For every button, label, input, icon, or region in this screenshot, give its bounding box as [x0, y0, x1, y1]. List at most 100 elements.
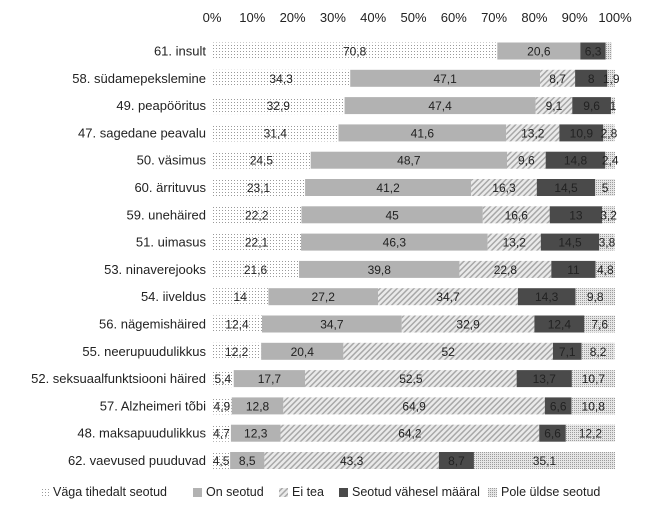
bar-row: 14 27,2 34,7 14,3 9,8: [212, 288, 615, 306]
data-label: 31,4: [264, 126, 288, 140]
bar-segment-pole-uldse-seotud: [571, 370, 615, 388]
data-label: 52,5: [399, 372, 423, 386]
bar-segment-pole-uldse-seotud: [605, 151, 615, 169]
x-axis: 0% 10% 20% 30% 40% 50% 60% 70% 80% 90% 100%: [203, 10, 632, 25]
bar-segment-pole-uldse-seotud: [610, 97, 615, 115]
data-label: 5: [602, 181, 609, 195]
bar-row: 22,2 45 16,6 13 3,2: [212, 206, 617, 224]
data-label: 32,9: [456, 318, 480, 332]
legend: Väga tihedalt seotud On seotud Ei tea Seotu…: [40, 485, 600, 499]
bar-segment-on-seotud: [338, 124, 507, 142]
bar-segment-seotud-vahesel-maaral: [572, 97, 611, 115]
bar-segment-pole-uldse-seotud: [575, 288, 615, 306]
bar-segment-on-seotud: [497, 42, 581, 60]
x-tick-label: 50%: [400, 10, 426, 25]
data-label: 41,6: [411, 126, 435, 140]
bar-segment-seotud-vahesel-maaral: [545, 151, 606, 169]
data-label: 4,8: [597, 263, 614, 277]
data-label: 6,6: [544, 427, 561, 441]
data-label: 9,6: [583, 99, 600, 113]
bar-segment-vaga-tihedalt-seotud: [212, 206, 302, 224]
bar-segment-ei-tea: [487, 233, 541, 251]
data-label: 4,9: [214, 399, 231, 413]
bar-segment-vaga-tihedalt-seotud: [212, 452, 231, 469]
data-label: 9,8: [587, 290, 604, 304]
bar-segment-on-seotud: [261, 315, 402, 333]
data-label: 12,3: [244, 427, 268, 441]
data-label: 14: [234, 290, 248, 304]
data-label: 8,7: [448, 454, 465, 468]
bar-segment-ei-tea: [482, 206, 550, 224]
data-label: 46,3: [383, 236, 407, 250]
bar-segment-on-seotud: [344, 97, 536, 115]
bar-segment-on-seotud: [261, 342, 344, 360]
data-label: 32,9: [267, 99, 291, 113]
bar-segment-on-seotud: [350, 69, 541, 87]
bar-segment-ei-tea: [506, 151, 546, 169]
data-label: 64,9: [402, 399, 426, 413]
bar-segment-on-seotud: [231, 397, 284, 415]
data-label: 47,4: [428, 99, 452, 113]
bar-segment-pole-uldse-seotud: [581, 342, 615, 360]
bar-segment-seotud-vahesel-maaral: [544, 397, 572, 415]
data-label: 12,2: [579, 427, 603, 441]
bar-segment-seotud-vahesel-maaral: [575, 69, 608, 87]
category-label: 53. ninaverejooks: [104, 262, 206, 277]
bar-segment-on-seotud: [305, 179, 472, 196]
legend-label: Ei tea: [292, 485, 324, 499]
data-label: 8,2: [590, 345, 607, 359]
data-label: 14,5: [554, 181, 578, 195]
data-label: 8,5: [239, 454, 256, 468]
bar-segment-pole-uldse-seotud: [571, 397, 615, 415]
bar-segment-vaga-tihedalt-seotud: [212, 124, 339, 142]
bar-segment-ei-tea: [283, 397, 545, 415]
legend-swatch: [339, 488, 348, 497]
data-label: 23,1: [247, 181, 271, 195]
data-label: 35,1: [533, 454, 557, 468]
x-tick-label: 40%: [360, 10, 386, 25]
data-label: 13,7: [533, 372, 557, 386]
category-label: 62. vaevused puuduvad: [68, 453, 206, 468]
bar-segment-ei-tea: [305, 370, 517, 388]
data-label: 14,3: [535, 290, 559, 304]
bar-segment-seotud-vahesel-maaral: [438, 452, 474, 469]
data-label: 10,7: [582, 372, 606, 386]
bar-segment-pole-uldse-seotud: [595, 179, 615, 196]
bar-row: 32,9 47,4 9,1 9,6 1: [212, 97, 617, 115]
bar-segment-on-seotud: [301, 233, 488, 251]
x-tick-label: 100%: [598, 10, 632, 25]
bar-segment-seotud-vahesel-maaral: [580, 42, 606, 60]
data-label: 10,9: [570, 126, 594, 140]
data-label: 64,2: [398, 427, 422, 441]
data-label: 24,5: [250, 154, 274, 168]
bar-segment-pole-uldse-seotud: [605, 42, 612, 60]
data-label: 7,6: [591, 318, 608, 332]
data-label: 11: [567, 263, 580, 277]
bar-segment-on-seotud: [268, 288, 379, 306]
data-label: 1,9: [603, 72, 620, 86]
bar-segment-vaga-tihedalt-seotud: [212, 315, 262, 333]
bar-segment-ei-tea: [378, 288, 518, 306]
x-tick-label: 70%: [481, 10, 507, 25]
bar-segment-vaga-tihedalt-seotud: [212, 151, 311, 169]
data-label: 12,2: [225, 345, 249, 359]
data-label: 9,1: [546, 99, 563, 113]
data-label: 43,3: [340, 454, 364, 468]
data-label: 45: [385, 208, 399, 222]
data-label: 13,2: [521, 126, 545, 140]
data-label: 13,2: [503, 236, 527, 250]
bar-segment-vaga-tihedalt-seotud: [212, 233, 302, 251]
bar-segment-vaga-tihedalt-seotud: [212, 342, 262, 360]
bar-segment-vaga-tihedalt-seotud: [212, 42, 498, 60]
bar-segment-pole-uldse-seotud: [602, 206, 615, 224]
bar-segment-vaga-tihedalt-seotud: [212, 397, 232, 415]
category-label: 58. südamepekslemine: [72, 71, 206, 86]
x-tick-label: 80%: [521, 10, 547, 25]
data-label: 21,6: [244, 263, 268, 277]
data-label: 10,8: [582, 399, 606, 413]
bar-segment-ei-tea: [471, 179, 537, 196]
data-label: 3,2: [600, 208, 617, 222]
category-label: 51. uimasus: [136, 235, 207, 250]
bar-segment-pole-uldse-seotud: [603, 124, 615, 142]
